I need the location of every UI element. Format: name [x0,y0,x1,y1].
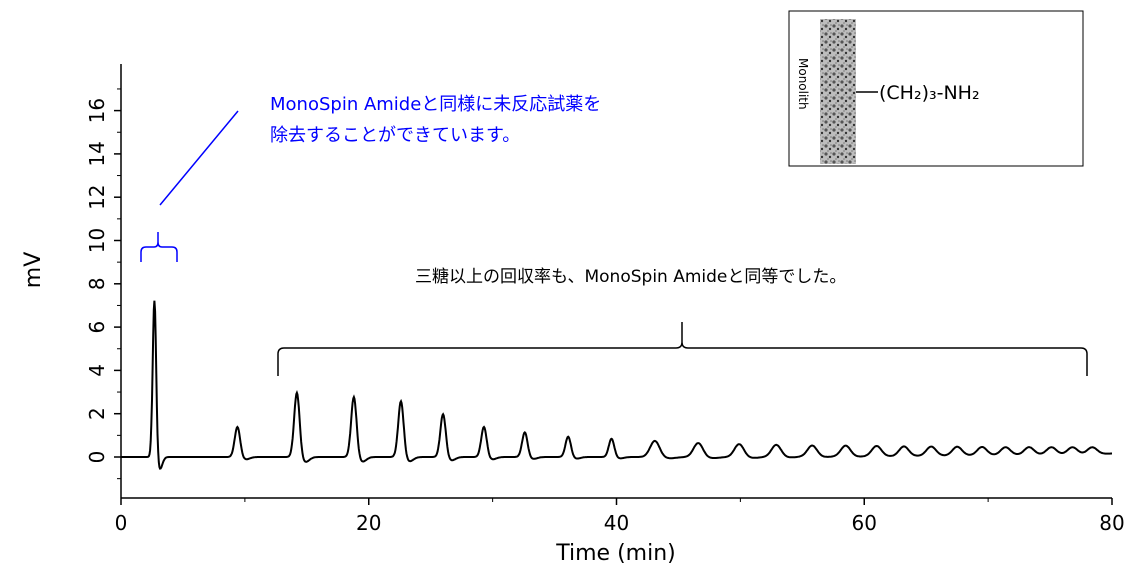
peak-point [1005,449,1006,450]
blue-annotation: MonoSpin Amideと同様に未反応試薬を 除去することができています。 [140,94,601,262]
y-axis-title: mV [21,252,46,288]
y-tick-label: 0 [85,451,109,464]
peak-point [154,298,155,299]
x-axis-title: Time (min) [555,541,676,566]
y-tick-label: 10 [85,228,109,253]
black-annotation: 三糖以上の回収率も、MonoSpin Amideと同等でした。 [277,267,1088,376]
x-tick-label: 0 [115,511,128,535]
blue-note-line2: 除去することができています。 [270,125,520,146]
y-tick-label: 16 [85,98,109,123]
peak-point [931,448,932,449]
peak-point [903,447,904,448]
blue-brace [140,232,178,262]
y-tick-label: 6 [85,321,109,334]
peak-point [1092,450,1093,451]
monolith-inset: Monolith (CH₂)₃-NH₂ [788,10,1084,167]
peak-markers [154,298,1093,451]
black-brace [277,322,1088,376]
monolith-image [820,19,856,164]
y-tick-label: 2 [85,407,109,420]
amine-formula: (CH₂)₃-NH₂ [879,82,980,104]
monolith-label: Monolith [796,58,810,110]
peak-point [957,448,958,449]
peak-point [981,449,982,450]
y-tick-label: 14 [85,141,109,166]
blue-pointer-line [159,110,239,206]
y-tick-label: 4 [85,364,109,377]
x-ticks: 0 20 40 60 80 [115,498,1125,535]
y-tick-label: 8 [85,277,109,290]
chromatogram-trace [121,300,1112,470]
y-ticks: 0 2 4 6 8 10 12 14 16 [85,88,121,480]
x-tick-label: 60 [852,511,877,535]
blue-note-line1: MonoSpin Amideと同様に未反応試薬を [270,94,601,115]
peak-point [1072,450,1073,451]
peak-point [1029,449,1030,450]
x-tick-label: 40 [604,511,629,535]
y-tick-label: 12 [85,184,109,209]
x-tick-label: 80 [1099,511,1124,535]
peak-point [1051,450,1052,451]
x-tick-label: 20 [356,511,381,535]
black-note: 三糖以上の回収率も、MonoSpin Amideと同等でした。 [415,267,846,287]
